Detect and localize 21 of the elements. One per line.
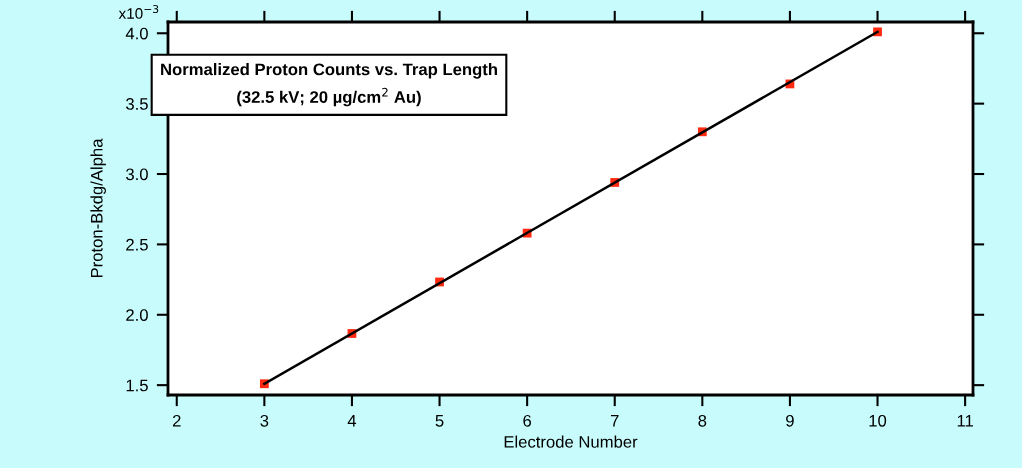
x-tick-label: 6 (523, 414, 532, 427)
text: Normalized Proton Counts vs. Trap Length (161, 63, 497, 79)
x-tick-label: 4 (347, 415, 357, 427)
x-tick-label: 2 (172, 414, 181, 427)
y-tick-label: 3.0 (126, 168, 148, 181)
x-tick-label: 5 (435, 415, 444, 427)
x-tick-label: 7 (610, 415, 619, 427)
text: x10$^{−3}$ (118, 4, 159, 19)
x-tick-label: 11 (957, 415, 973, 427)
y-tick-label: 4.0 (125, 27, 148, 40)
y-tick-label: 1.5 (126, 379, 148, 392)
y-axis-title: Proton-Bkdg/Alpha (90, 138, 106, 278)
y-tick-label: 3.5 (126, 98, 148, 110)
y-tick-label: 2.5 (126, 238, 148, 251)
x-axis-title: Electrode Number (504, 435, 638, 448)
text: (32.5 kV; 20 µg/cm$^{2}$ Au) (237, 87, 421, 107)
x-tick-label: 10 (869, 414, 887, 427)
x-tick-label: 3 (260, 414, 269, 427)
x-tick-label: 9 (786, 414, 794, 427)
y-tick-label: 2.0 (126, 309, 148, 321)
x-tick-label: 8 (698, 414, 707, 427)
